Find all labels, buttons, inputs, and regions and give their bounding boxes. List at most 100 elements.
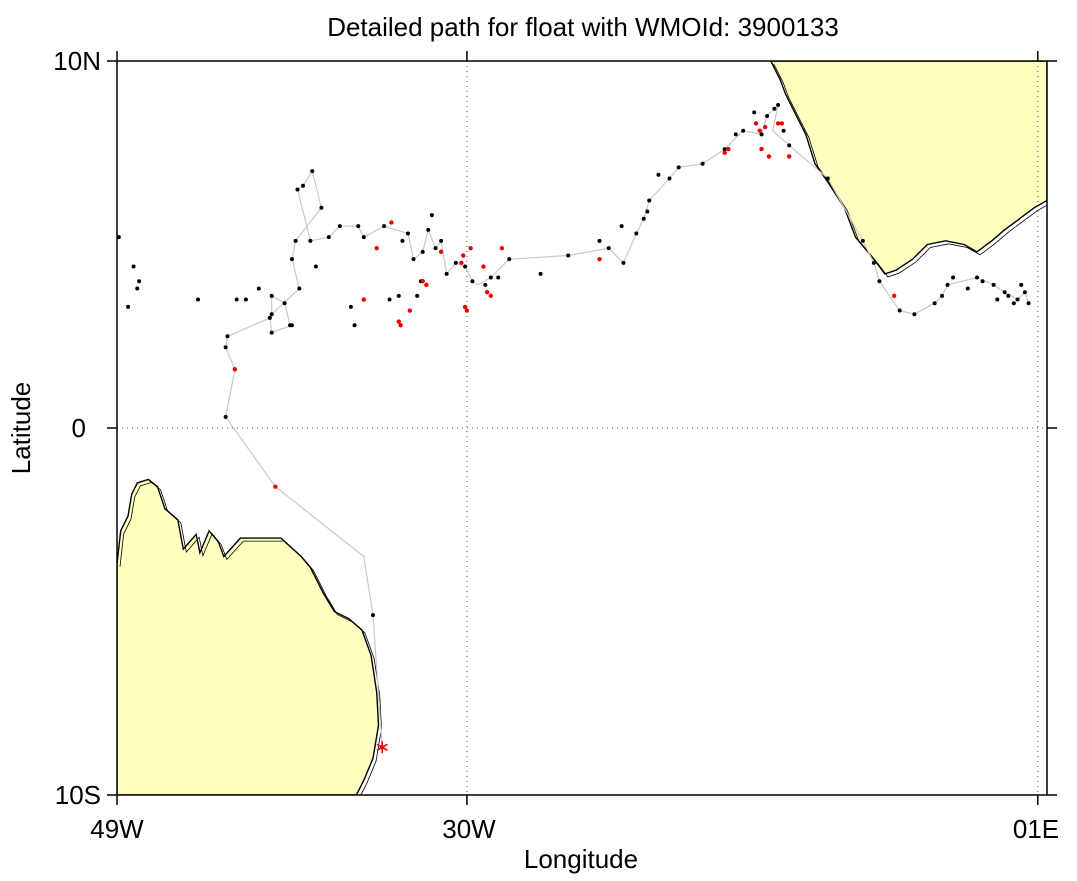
y-tick-label-0: 0 — [72, 413, 86, 443]
profile-point — [117, 235, 121, 240]
profile-point — [411, 257, 416, 262]
profile-point — [295, 187, 300, 192]
profile-point — [781, 128, 786, 133]
highlight-point — [273, 484, 278, 489]
profile-point — [1006, 293, 1011, 298]
profile-point — [282, 301, 287, 306]
profile-point — [396, 293, 401, 298]
highlight-point — [488, 293, 494, 299]
axis-ticks — [107, 51, 1057, 805]
profile-point — [566, 253, 571, 258]
highlight-point — [438, 249, 444, 255]
profile-point — [538, 271, 543, 276]
profile-point — [225, 334, 230, 339]
profile-point — [137, 279, 142, 284]
profile-point — [297, 286, 302, 291]
profile-point — [940, 293, 945, 298]
highlight-point — [775, 121, 781, 126]
profile-point — [439, 238, 444, 243]
profile-point — [387, 297, 392, 302]
profile-point — [301, 183, 305, 188]
west-africa-land — [770, 61, 1047, 275]
highlight-point — [481, 264, 486, 269]
profile-point — [288, 323, 293, 328]
south-america-land — [117, 478, 380, 795]
start-asterisk — [376, 741, 388, 754]
profile-point — [196, 297, 201, 302]
profile-point — [932, 301, 937, 306]
y-tick-label-10s: 10S — [55, 780, 101, 810]
highlight-point — [484, 290, 490, 295]
profile-point — [641, 216, 646, 221]
highlight-point — [722, 150, 727, 155]
highlight-point — [464, 308, 470, 313]
profile-point — [223, 345, 228, 350]
profile-point — [308, 238, 313, 243]
profile-point — [444, 271, 449, 276]
profile-point — [420, 249, 425, 254]
profile-point — [319, 205, 324, 210]
highlight-point — [459, 260, 464, 266]
x-tick-label-01e: 01E — [1013, 814, 1059, 844]
highlight-point — [374, 245, 379, 251]
profile-point — [470, 279, 475, 284]
profile-point — [361, 235, 366, 240]
highlight-point — [759, 146, 764, 152]
profile-point — [606, 246, 611, 251]
deployment-marker — [376, 741, 388, 754]
highlight-point — [753, 121, 759, 126]
profile-point — [676, 165, 681, 170]
highlight-point — [757, 128, 762, 133]
west-africa-shelf-contour — [773, 63, 1047, 278]
profile-point — [131, 264, 136, 269]
profile-point — [619, 224, 624, 229]
profile-point — [722, 147, 727, 152]
profile-point — [700, 161, 705, 166]
profile-point — [433, 246, 438, 251]
profile-point — [267, 315, 272, 320]
profile-point — [980, 279, 985, 284]
profile-point — [1019, 282, 1024, 287]
profile-point — [951, 275, 956, 280]
land-layer — [117, 61, 1047, 795]
profile-point — [667, 176, 672, 181]
highlight-point — [420, 279, 425, 284]
x-axis-label: Longitude — [524, 844, 638, 874]
highlight-point — [779, 121, 785, 126]
profile-point — [370, 613, 375, 618]
highlight-point — [232, 367, 238, 372]
x-tick-label-49w: 49W — [90, 814, 144, 844]
profile-point — [759, 132, 764, 137]
profile-point — [1022, 290, 1027, 295]
x-tick-label-30w: 30W — [442, 814, 496, 844]
profile-point — [945, 282, 950, 287]
profile-point — [765, 114, 770, 119]
profile-point — [752, 110, 757, 115]
profile-point — [995, 297, 1000, 302]
profile-point — [348, 304, 353, 309]
highlight-point — [389, 220, 394, 225]
profile-point — [965, 286, 970, 291]
profile-point — [382, 224, 387, 229]
profile-point — [256, 286, 261, 291]
profile-point — [741, 128, 746, 133]
profile-point — [621, 260, 626, 265]
highlight-point — [424, 282, 429, 288]
profile-point — [1015, 297, 1020, 302]
highlight-point — [468, 245, 473, 251]
highlight-point — [726, 146, 731, 152]
profile-point — [488, 275, 493, 280]
highlight-point — [398, 323, 403, 328]
profile-point — [912, 312, 917, 317]
profile-point — [135, 286, 140, 291]
highlight-point — [407, 308, 413, 313]
profile-point — [463, 264, 468, 269]
profile-point — [453, 260, 458, 265]
profile-point — [877, 279, 882, 284]
profile-point — [645, 209, 650, 214]
profile-point — [223, 414, 228, 419]
profile-point — [405, 231, 410, 236]
profile-points — [117, 103, 1031, 750]
profile-point — [860, 238, 865, 243]
